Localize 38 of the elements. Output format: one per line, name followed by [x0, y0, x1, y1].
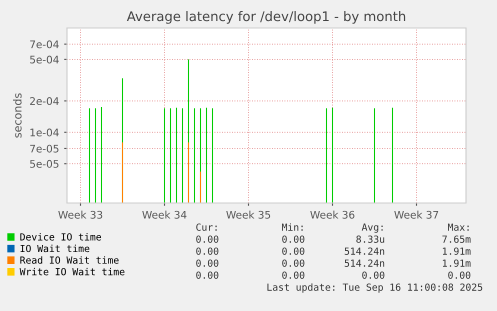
text: Avg: [362, 224, 383, 233]
legend-label: Write IO Wait time [20, 268, 124, 276]
y-tick-label: 1e-04 [30, 128, 59, 136]
text: 0.00 [196, 247, 218, 255]
chart-title: Average latency for /dev/loop1 - by month [126, 11, 406, 24]
legend-label: Device IO time [20, 233, 102, 241]
text: 0.00 [362, 271, 384, 279]
text: Last update: Tue Sep 16 11:00:08 2025 [267, 283, 482, 293]
x-tick-label: Week 33 [58, 210, 102, 219]
text: 0.00 [282, 247, 304, 255]
text: 1.91m [442, 247, 471, 255]
text: 0.00 [282, 235, 304, 243]
y-axis-title: seconds [13, 93, 22, 138]
legend-label: Read IO Wait time [20, 256, 119, 264]
y-tick-label: 7e-04 [30, 40, 59, 48]
text: 0.00 [196, 259, 218, 267]
text: 0.00 [448, 271, 470, 279]
x-tick-label: Week 35 [226, 210, 270, 219]
text: 0.00 [196, 235, 218, 243]
text: Min: [282, 223, 303, 231]
y-tick-label: 2e-04 [30, 97, 59, 106]
x-tick-label: Week 37 [394, 210, 438, 219]
y-tick-label: 7e-05 [30, 144, 58, 153]
text: 514.24n [344, 259, 384, 267]
text: 0.00 [282, 271, 304, 279]
text: 7.65m [442, 235, 471, 243]
text: Max: [448, 224, 469, 231]
x-tick-label: Week 34 [142, 210, 186, 219]
text: 514.24n [344, 247, 384, 255]
text: 1.91m [442, 259, 471, 267]
text: Cur: [196, 223, 217, 231]
text: 8.33u [356, 235, 384, 243]
y-tick-label: 5e-05 [30, 160, 58, 168]
text: 0.00 [282, 259, 304, 267]
y-tick-label: 5e-04 [30, 56, 59, 64]
text: 0.00 [196, 271, 218, 279]
x-tick-label: Week 36 [310, 210, 354, 219]
legend-label: IO Wait time [20, 244, 90, 252]
